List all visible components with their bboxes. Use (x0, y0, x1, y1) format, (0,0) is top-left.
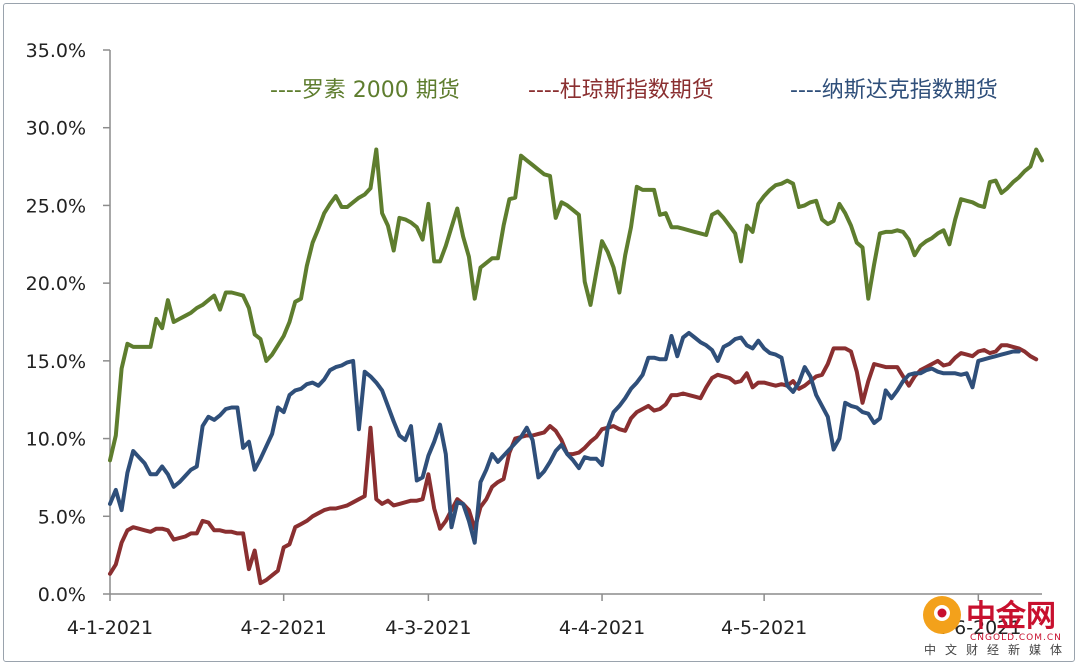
y-tick-label: 25.0% (26, 195, 86, 217)
y-tick-label: 15.0% (26, 351, 86, 373)
y-axis: 0.0% 5.0% 10.0% 15.0% 20.0% 25.0% 30.0% 35.0% (26, 40, 111, 606)
y-tick-label: 5.0% (38, 506, 86, 528)
legend-entry-2: ----杜琼斯指数期货 (528, 78, 714, 103)
watermark-url: CNGOLD.COM.CN (970, 633, 1062, 643)
legend: ----罗素 2000 期货 ----杜琼斯指数期货 ----纳斯达克指数期货 (270, 78, 998, 103)
y-tick-label: 0.0% (38, 584, 86, 606)
x-tick-label: 4-3-2021 (385, 617, 471, 639)
watermark: 中金网 CNGOLD.COM.CN 中文财经新媒体 (923, 596, 1071, 657)
x-axis: 4-1-2021 4-2-2021 4-3-2021 4-4-2021 4-5-2021… (67, 593, 1042, 639)
y-tick-label: 30.0% (26, 118, 86, 140)
y-tick-label: 35.0% (26, 40, 86, 62)
watermark-brand: 中金网 (966, 599, 1056, 634)
y-tick-label: 10.0% (26, 429, 86, 451)
x-tick-label: 4-1-2021 (67, 617, 153, 639)
series-layer (108, 147, 1044, 586)
watermark-tagline: 中文财经新媒体 (924, 642, 1071, 657)
x-tick-label: 4-2-2021 (241, 617, 327, 639)
series-line-1 (108, 147, 1044, 463)
x-tick-label: 4-4-2021 (559, 617, 645, 639)
chart-frame (3, 3, 1075, 662)
y-tick-label: 20.0% (26, 273, 86, 295)
series-line-2 (108, 343, 1039, 586)
watermark-logo-dot-icon (937, 608, 947, 618)
series-line-3 (108, 330, 1021, 545)
x-tick-label: 4-5-2021 (721, 617, 807, 639)
legend-entry-1: ----罗素 2000 期货 (270, 78, 460, 103)
legend-entry-3: ----纳斯达克指数期货 (790, 78, 998, 103)
